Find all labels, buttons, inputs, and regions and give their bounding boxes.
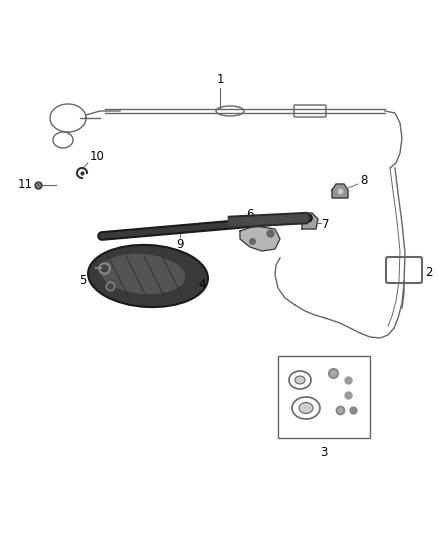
Polygon shape [302,213,318,229]
Ellipse shape [295,376,305,384]
Text: 5: 5 [79,274,87,287]
Text: 8: 8 [360,174,367,187]
Text: 11: 11 [18,179,33,191]
Text: 3: 3 [320,446,328,459]
Ellipse shape [101,254,185,294]
Text: 6: 6 [246,208,254,221]
Polygon shape [332,184,348,198]
Bar [278,356,370,438]
Text: 2: 2 [425,266,432,279]
Ellipse shape [299,402,313,414]
Text: 4: 4 [198,278,205,290]
Ellipse shape [88,245,208,307]
Text: 9: 9 [176,238,184,251]
Text: 1: 1 [216,73,224,86]
Text: 10: 10 [90,150,105,163]
Text: 7: 7 [322,219,329,231]
Polygon shape [240,226,280,251]
